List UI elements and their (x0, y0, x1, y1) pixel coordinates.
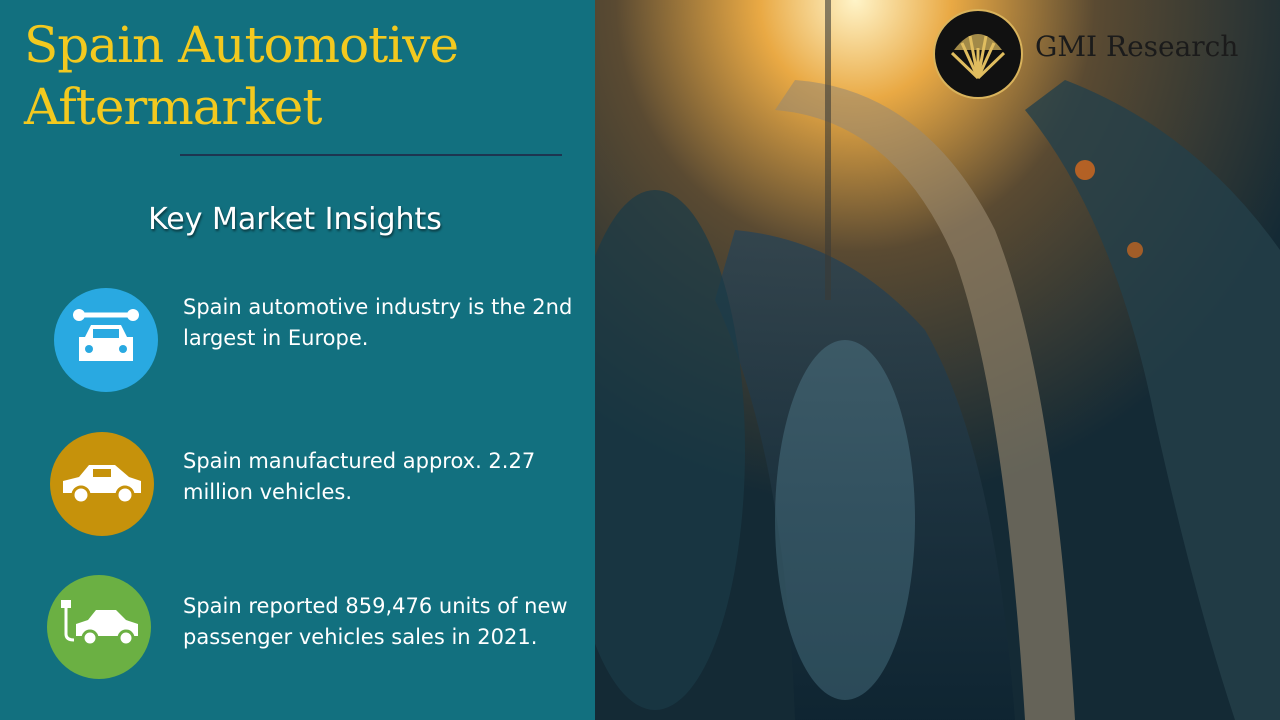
title: Spain Automotive Aftermarket (24, 16, 459, 136)
insight-text: Spain automotive industry is the 2nd lar… (183, 295, 573, 350)
logo-icon (933, 9, 1023, 99)
title-rule (180, 154, 562, 156)
electric-car-icon (47, 575, 151, 679)
road-photo (595, 0, 1280, 720)
wrench-car-icon (54, 288, 158, 392)
subtitle: Key Market Insights (148, 202, 442, 237)
insight-text: Spain manufactured approx. 2.27 million … (183, 449, 536, 504)
logo-text: GMI Research (1035, 30, 1239, 63)
insight-text: Spain reported 859,476 units of new pass… (183, 594, 568, 649)
car-icon (50, 432, 154, 536)
